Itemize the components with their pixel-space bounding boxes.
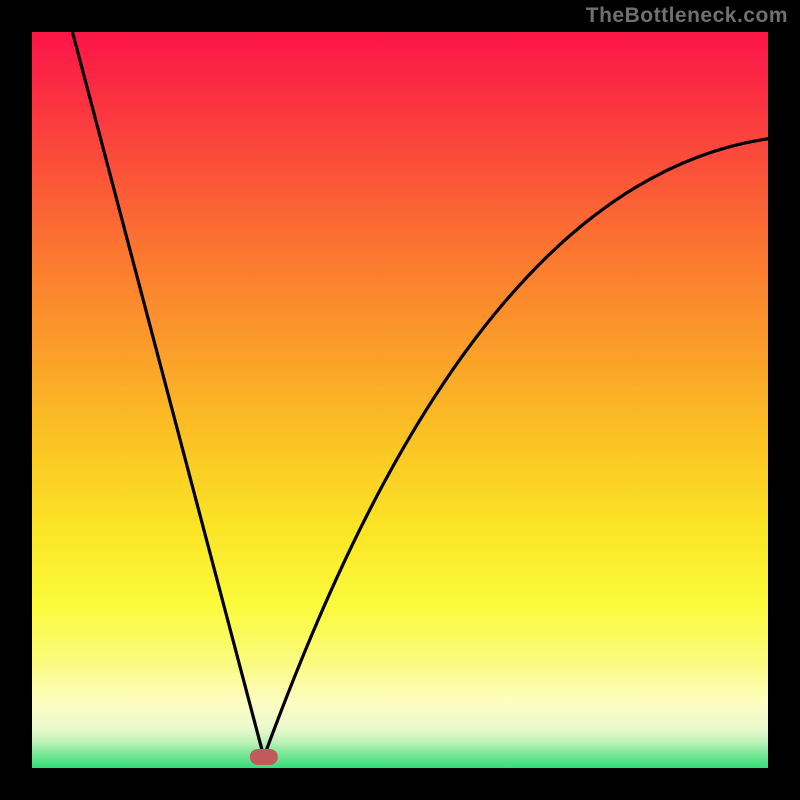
marker-layer [32,32,768,768]
dip-marker [250,749,278,765]
watermark-text: TheBottleneck.com [586,4,788,28]
chart-container: TheBottleneck.com [0,0,800,800]
plot-area [32,32,768,768]
